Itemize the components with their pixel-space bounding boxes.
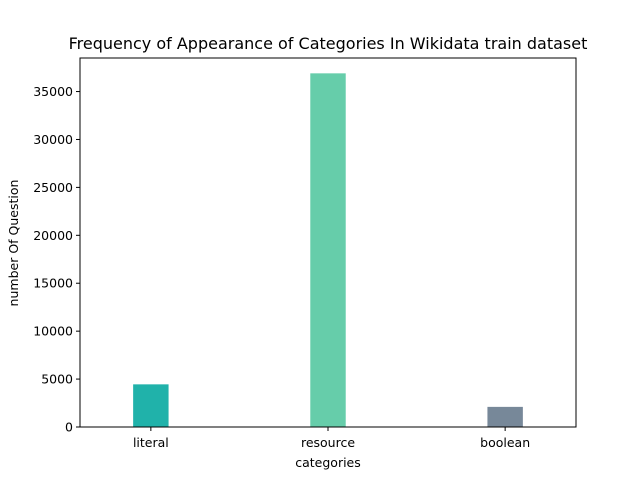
x-tick-label-literal: literal bbox=[133, 435, 169, 450]
y-tick-label: 25000 bbox=[33, 180, 73, 195]
bar-boolean bbox=[487, 406, 523, 427]
x-tick-label-boolean: boolean bbox=[480, 435, 530, 450]
bars-layer bbox=[133, 73, 523, 427]
y-tick-label: 10000 bbox=[33, 324, 73, 339]
y-tick-label: 5000 bbox=[41, 372, 73, 387]
y-tick-label: 20000 bbox=[33, 228, 73, 243]
x-axis-ticks: literal resource boolean bbox=[133, 427, 530, 450]
x-axis-label: categories bbox=[295, 455, 361, 470]
bar-resource bbox=[310, 73, 346, 427]
y-tick-label: 35000 bbox=[33, 84, 73, 99]
chart-title: Frequency of Appearance of Categories In… bbox=[69, 34, 588, 53]
y-tick-label: 30000 bbox=[33, 132, 73, 147]
x-tick-label-resource: resource bbox=[301, 435, 355, 450]
bar-literal bbox=[133, 384, 169, 427]
y-tick-label: 0 bbox=[65, 420, 73, 435]
y-tick-label: 15000 bbox=[33, 276, 73, 291]
y-axis-label: number Of Question bbox=[6, 180, 21, 307]
y-axis-ticks: 0 5000 10000 15000 20000 25000 30000 35000 bbox=[33, 84, 80, 435]
plot-frame bbox=[79, 57, 577, 428]
